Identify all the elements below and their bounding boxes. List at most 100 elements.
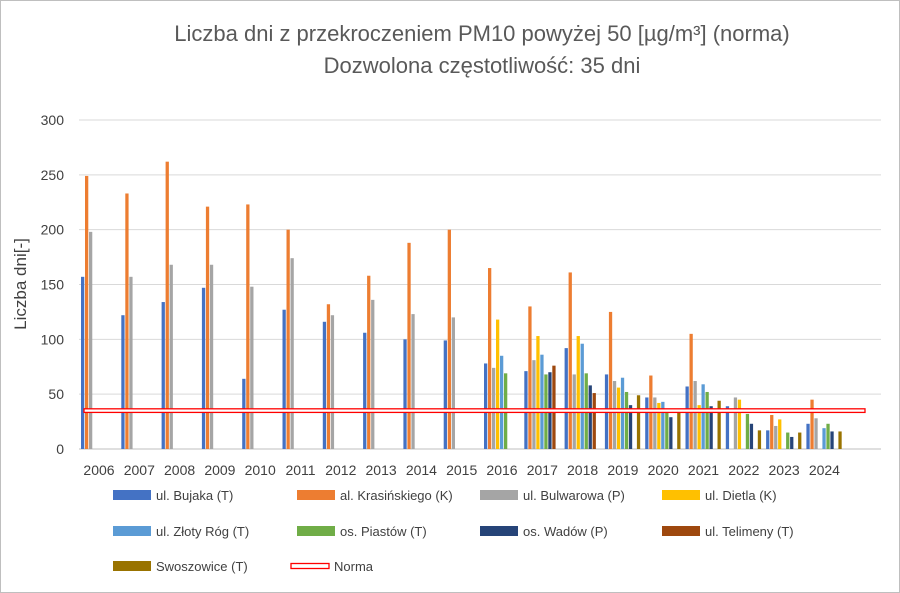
legend-label: ul. Bulwarowa (P) (523, 488, 625, 503)
legend: ul. Bujaka (T) al. Krasińskiego (K) ul. Bu… (113, 488, 794, 574)
bar (411, 314, 415, 449)
bar (661, 401, 665, 449)
bar (326, 304, 331, 449)
bar (592, 393, 596, 449)
x-tick-label: 2007 (124, 462, 155, 478)
bar (371, 299, 375, 449)
x-tick-label: 2014 (406, 462, 437, 478)
bar (612, 381, 617, 449)
bar (363, 332, 367, 449)
x-tick-label: 2019 (607, 462, 638, 478)
bar (709, 406, 713, 449)
bar (322, 321, 327, 449)
x-tick-label: 2009 (204, 462, 235, 478)
bar (770, 415, 774, 449)
bar (677, 411, 681, 449)
chart-title: Liczba dni z przekroczeniem PM10 powyżej… (174, 21, 789, 46)
y-tick-label: 200 (41, 222, 65, 238)
legend-swatch (480, 526, 518, 536)
bar (540, 354, 544, 449)
bar (620, 377, 625, 449)
bar (693, 381, 697, 449)
grid (79, 119, 881, 450)
bar (725, 406, 730, 449)
bar (757, 430, 762, 449)
bar (205, 206, 210, 449)
x-tick-label: 2018 (567, 462, 598, 478)
legend-label: Swoszowice (T) (156, 559, 248, 574)
bar (564, 348, 568, 449)
bar (85, 175, 89, 449)
x-tick-label: 2022 (728, 462, 759, 478)
bar (665, 409, 669, 449)
x-tick-label: 2024 (809, 462, 840, 478)
x-tick-label: 2008 (164, 462, 195, 478)
bar (246, 204, 250, 449)
bar (645, 397, 649, 449)
bar (774, 425, 778, 449)
bar (536, 336, 540, 449)
bar (496, 319, 500, 449)
bar (367, 275, 371, 449)
bar (657, 402, 661, 449)
bar (552, 365, 556, 449)
legend-swatch (113, 490, 151, 500)
x-ticks: 2006 2007 2008 2009 2010 2011 2012 2013 2014 2015… (83, 462, 840, 478)
bar (689, 333, 693, 449)
bar (798, 432, 802, 449)
bar (588, 385, 592, 449)
legend-label: al. Krasińskiego (K) (340, 488, 453, 503)
x-tick-label: 2021 (688, 462, 719, 478)
bar (717, 400, 721, 449)
bar (653, 397, 657, 449)
chart-subtitle: Dozwolona częstotliwość: 35 dni (324, 53, 641, 78)
legend-swatch (113, 561, 151, 571)
x-tick-label: 2015 (446, 462, 477, 478)
bar (250, 286, 254, 449)
x-tick-label: 2010 (245, 462, 276, 478)
bar (826, 423, 830, 449)
bar (447, 229, 451, 449)
bar (624, 391, 629, 449)
bar (242, 378, 246, 449)
bar (580, 343, 584, 449)
x-tick-label: 2020 (648, 462, 679, 478)
legend-swatch (662, 526, 700, 536)
x-tick-label: 2023 (769, 462, 800, 478)
bar (125, 193, 129, 449)
bar (705, 391, 709, 449)
x-tick-label: 2012 (325, 462, 356, 478)
bar (806, 423, 810, 449)
bar (838, 431, 842, 449)
legend-swatch (480, 490, 518, 500)
y-tick-label: 150 (41, 277, 65, 293)
x-tick-label: 2011 (285, 462, 315, 478)
legend-label: os. Piastów (T) (340, 524, 427, 539)
bar (500, 355, 504, 449)
y-axis-label: Liczba dni[-] (11, 238, 30, 330)
bar (830, 431, 834, 449)
bar (129, 276, 133, 449)
x-tick-label: 2017 (527, 462, 558, 478)
bar (669, 417, 673, 449)
bar (786, 432, 790, 449)
bar (766, 430, 770, 449)
bar (568, 272, 572, 449)
bar (165, 161, 169, 450)
x-tick-label: 2016 (486, 462, 517, 478)
bar (810, 399, 814, 449)
bar (737, 399, 742, 449)
bar (636, 395, 641, 449)
y-ticks: 0 50 100 150 200 250 300 (41, 112, 65, 457)
bar (407, 242, 411, 449)
legend-swatch (297, 490, 335, 500)
y-tick-label: 250 (41, 167, 65, 183)
bar (286, 229, 290, 449)
reference-line-norma (83, 408, 866, 414)
legend-label: Norma (334, 559, 374, 574)
bar (814, 418, 818, 449)
bar (608, 311, 613, 449)
bars (81, 161, 842, 450)
